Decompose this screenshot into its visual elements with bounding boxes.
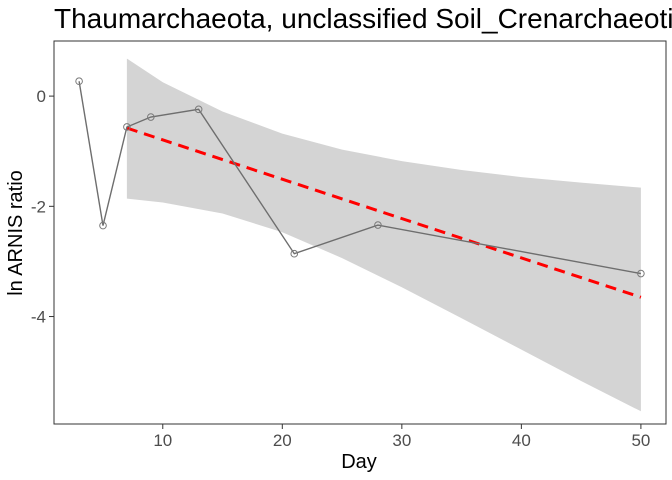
- data-point: [374, 221, 382, 229]
- series-layer: [75, 77, 645, 278]
- y-tick-label: 0: [37, 87, 46, 106]
- y-tick-label: -4: [31, 308, 46, 327]
- x-tick-label: 20: [273, 431, 292, 450]
- chart-title: Thaumarchaeota, unclassified Soil_Crenar…: [54, 3, 672, 34]
- trend-line-layer: [126, 126, 642, 299]
- x-axis: 10 20 30 40 50: [153, 424, 650, 450]
- y-axis-title: ln ARNIS ratio: [5, 170, 27, 296]
- y-axis: 0 -2 -4: [31, 87, 54, 327]
- series-line: [78, 81, 642, 275]
- x-axis-title: Day: [341, 451, 377, 473]
- confidence-band: [126, 58, 641, 412]
- x-tick-label: 10: [153, 431, 172, 450]
- data-point: [290, 249, 299, 258]
- trend-line: [126, 126, 642, 299]
- x-tick-label: 30: [392, 431, 411, 450]
- x-tick-label: 50: [631, 431, 650, 450]
- data-point: [147, 113, 155, 121]
- confidence-band-layer: [126, 58, 641, 412]
- panel-border: [53, 40, 667, 425]
- x-tick-label: 40: [512, 431, 531, 450]
- data-point: [637, 269, 645, 278]
- data-point: [123, 123, 131, 131]
- data-point: [194, 105, 203, 114]
- y-tick-label: -2: [31, 197, 46, 216]
- data-point: [99, 221, 107, 230]
- data-point: [75, 77, 83, 86]
